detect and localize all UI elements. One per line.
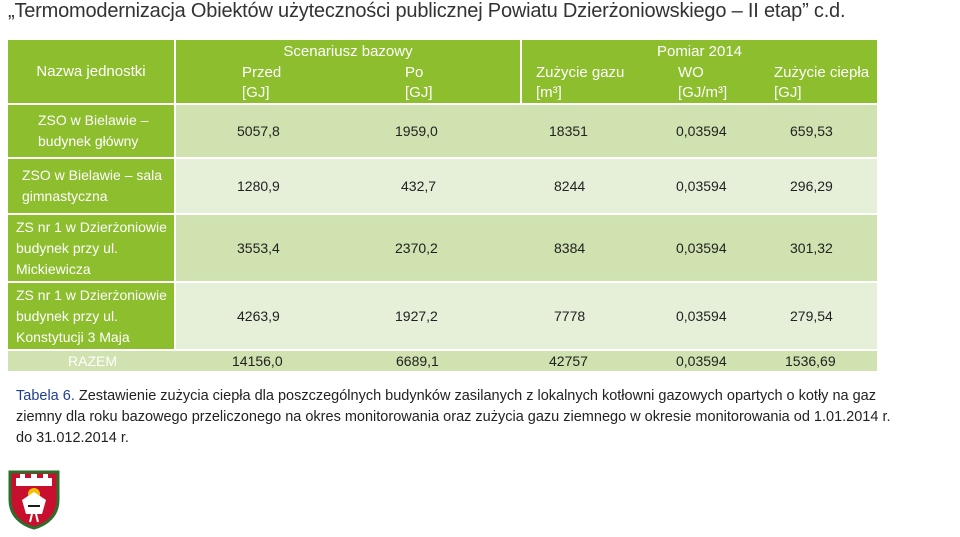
group-header-measurement-label: Pomiar 2014 [656, 42, 743, 60]
cell-heat: 301,32 [790, 240, 833, 256]
table-row: 5057,8 1959,0 18351 0,03594 659,53 [176, 105, 877, 157]
row-name-cell: ZSO w Bielawie – sala gimnastyczna [8, 159, 174, 213]
cell-before: 4263,9 [237, 308, 280, 324]
total-gas: 42757 [549, 353, 588, 369]
row-name-line: Konstytucji 3 Maja [16, 328, 130, 345]
cell-after: 432,7 [401, 178, 437, 194]
cell-wo: 0,03594 [676, 178, 727, 194]
row-name-line: ZSO w Bielawie – sala [22, 167, 163, 183]
total-before: 14156,0 [232, 353, 283, 369]
column-header-gas-unit: [m³] [536, 83, 562, 101]
cell-after: 1927,2 [395, 308, 438, 324]
total-label: RAZEM [68, 353, 117, 369]
cell-before: 3553,4 [237, 240, 280, 256]
column-header-gas-label: Zużycie gazu [536, 63, 625, 81]
group-header-measurement: Pomiar 2014 [522, 40, 877, 62]
cell-wo: 0,03594 [676, 123, 727, 139]
column-header-after: Po [GJ] [348, 62, 520, 103]
cell-gas: 7778 [554, 308, 586, 324]
row-name-line: ZS nr 1 w Dzierżoniowie [16, 218, 167, 235]
column-header-heat-unit: [GJ] [774, 83, 802, 101]
cell-gas: 8244 [554, 178, 586, 194]
column-header-name: Nazwa jednostki [8, 40, 174, 103]
total-wo: 0,03594 [676, 353, 727, 369]
table-row: 3553,4 2370,2 8384 0,03594 301,32 [176, 215, 877, 281]
cell-wo: 0,03594 [676, 308, 727, 324]
row-name-cell: ZS nr 1 w Dzierżoniowie budynek przy ul.… [8, 283, 174, 349]
cell-wo: 0,03594 [676, 240, 727, 256]
row-name-line: Mickiewicza [16, 260, 91, 277]
cell-after: 1959,0 [395, 123, 438, 139]
row-name-cell: ZSO w Bielawie – budynek główny [8, 105, 174, 157]
row-name-line: budynek przy ul. [16, 307, 118, 324]
cell-heat: 296,29 [790, 178, 833, 194]
page-title: „Termomodernizacja Obiektów użyteczności… [8, 0, 846, 22]
table-row: 4263,9 1927,2 7778 0,03594 279,54 [176, 283, 877, 349]
cell-before: 5057,8 [237, 123, 280, 139]
cell-heat: 659,53 [790, 123, 833, 139]
column-header-wo-label: WO [678, 63, 704, 81]
column-header-after-label: Po [405, 63, 424, 81]
caption-text: Zestawienie zużycia ciepła dla poszczegó… [16, 388, 891, 446]
cell-gas: 8384 [554, 240, 586, 256]
column-header-name-label: Nazwa jednostki [36, 63, 146, 80]
row-name-cell: ZS nr 1 w Dzierżoniowie budynek przy ul.… [8, 215, 174, 281]
total-after: 6689,1 [396, 353, 439, 369]
total-heat: 1536,69 [785, 353, 836, 369]
column-header-heat: Zużycie ciepła [GJ] [758, 62, 877, 103]
cell-gas: 18351 [549, 123, 588, 139]
row-name-line: ZSO w Bielawie – [38, 112, 149, 128]
group-header-baseline-label: Scenariusz bazowy [283, 42, 413, 60]
cell-heat: 279,54 [790, 308, 833, 324]
row-name-line: budynek główny [38, 133, 139, 149]
cell-after: 2370,2 [395, 240, 438, 256]
caption-label: Tabela 6. [16, 388, 75, 404]
row-name-line: ZS nr 1 w Dzierżoniowie [16, 286, 167, 303]
column-header-wo: WO [GJ/m³] [642, 62, 758, 103]
table-row: 1280,9 432,7 8244 0,03594 296,29 [176, 159, 877, 213]
row-name-line: budynek przy ul. [16, 239, 118, 256]
heat-consumption-table: Nazwa jednostki Scenariusz bazowy Pomiar… [8, 40, 877, 371]
column-header-heat-label: Zużycie ciepła [774, 63, 870, 81]
row-name-line: gimnastyczna [22, 188, 108, 204]
coat-of-arms-icon [6, 470, 62, 530]
column-header-before: Przed [GJ] [176, 62, 348, 103]
group-header-baseline: Scenariusz bazowy [176, 40, 520, 62]
column-header-wo-unit: [GJ/m³] [678, 83, 728, 101]
column-header-before-label: Przed [242, 63, 282, 81]
table-total-row: RAZEM 14156,0 6689,1 42757 0,03594 1536,… [8, 351, 877, 371]
table-caption: Tabela 6. Zestawienie zużycia ciepła dla… [16, 386, 896, 449]
cell-before: 1280,9 [237, 178, 280, 194]
column-header-gas: Zużycie gazu [m³] [522, 62, 642, 103]
column-header-before-unit: [GJ] [242, 83, 270, 101]
column-header-after-unit: [GJ] [405, 83, 433, 101]
